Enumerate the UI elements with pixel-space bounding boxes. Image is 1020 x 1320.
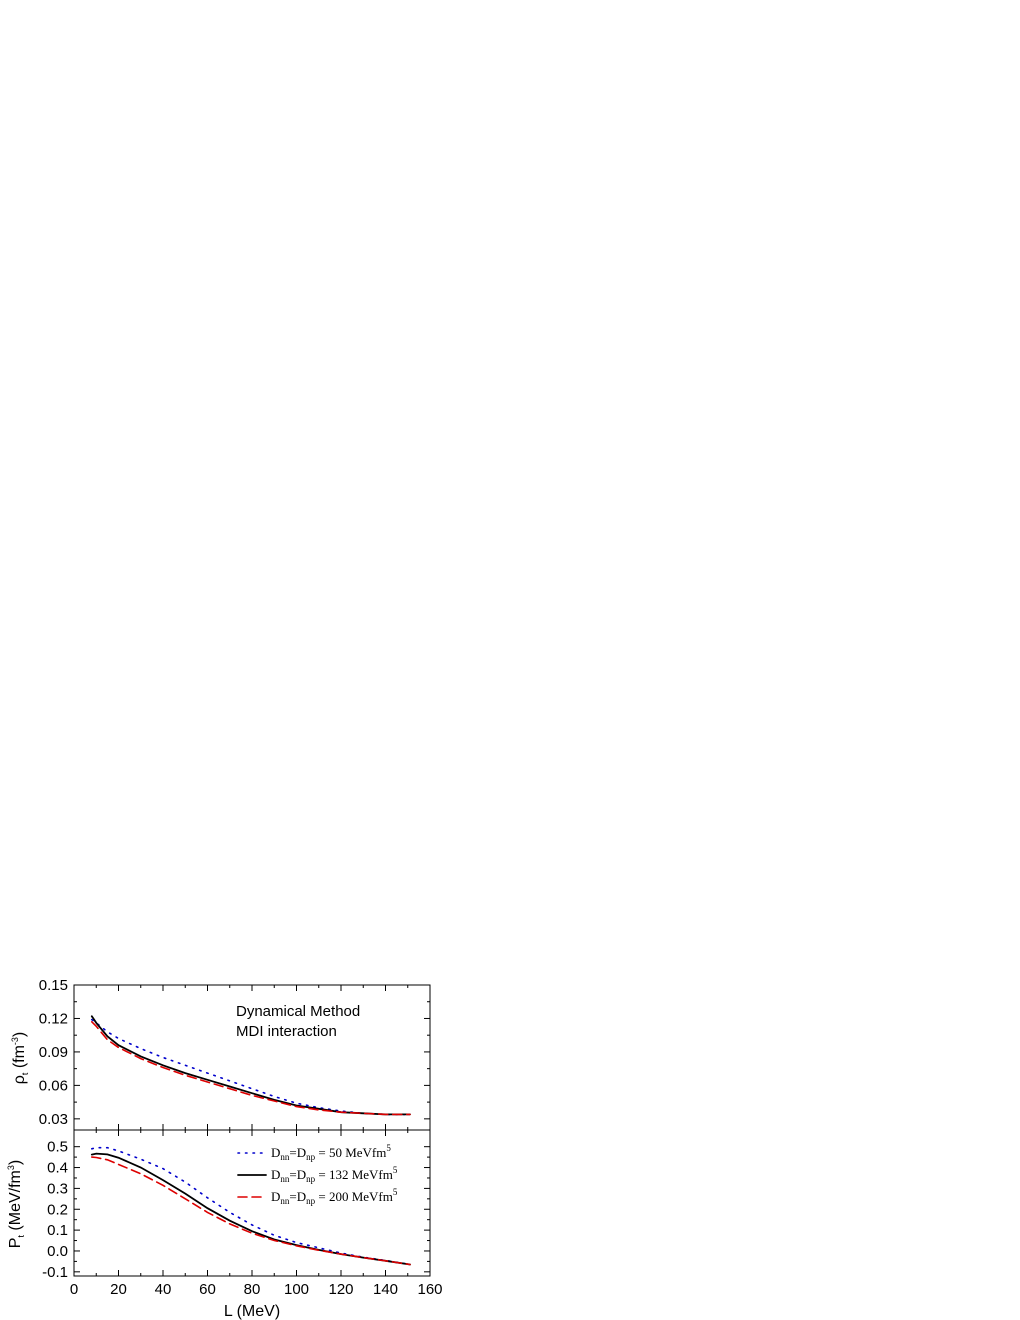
top-ytick-label: 0.03 bbox=[39, 1111, 68, 1128]
top-curves bbox=[90, 1015, 411, 1116]
xtick-label: 100 bbox=[284, 1281, 309, 1298]
top-y-axis-title: ρt (fm-3) bbox=[10, 1032, 30, 1085]
bottom-ytick-label: 0.0 bbox=[47, 1243, 68, 1260]
bottom-curves bbox=[90, 1146, 411, 1266]
top-ytick-label: 0.15 bbox=[39, 977, 68, 994]
top-series-solid-line bbox=[90, 1015, 411, 1116]
top-panel: 0.03 0.06 0.09 0.12 0.15 Dynamical Method MD… bbox=[10, 977, 431, 1131]
legend-label-solid: Dnn=Dnp = 132 MeVfm5 bbox=[271, 1165, 398, 1184]
xtick-label: 20 bbox=[110, 1281, 127, 1298]
annotation-method: Dynamical Method bbox=[236, 1003, 360, 1020]
top-ytick-label: 0.06 bbox=[39, 1077, 68, 1094]
xtick-label: 0 bbox=[70, 1281, 78, 1298]
bottom-series-dotted-line bbox=[91, 1146, 411, 1266]
bottom-ytick-label: 0.5 bbox=[47, 1139, 68, 1156]
top-series-dashed-line bbox=[91, 1020, 411, 1116]
xtick-label: 40 bbox=[155, 1281, 172, 1298]
xtick-label: 120 bbox=[328, 1281, 353, 1298]
bottom-ytick-label: 0.1 bbox=[47, 1222, 68, 1239]
annotation-interaction: MDI interaction bbox=[236, 1023, 337, 1040]
xtick-label: 160 bbox=[417, 1281, 442, 1298]
xtick-label: 80 bbox=[244, 1281, 261, 1298]
x-axis-title: L (MeV) bbox=[224, 1303, 280, 1320]
bottom-ytick-label: 0.3 bbox=[47, 1180, 68, 1197]
legend-label-dotted: Dnn=Dnp = 50 MeVfm5 bbox=[271, 1143, 391, 1162]
bottom-ytick-label: -0.1 bbox=[42, 1264, 68, 1281]
xtick-label: 140 bbox=[373, 1281, 398, 1298]
xtick-label: 60 bbox=[199, 1281, 216, 1298]
legend: Dnn=Dnp = 50 MeVfm5 Dnn=Dnp = 132 MeVfm5 D… bbox=[237, 1143, 398, 1206]
legend-label-dashed: Dnn=Dnp = 200 MeVfm5 bbox=[271, 1187, 398, 1206]
bottom-y-axis-title: Pt (MeV/fm3) bbox=[6, 1160, 26, 1248]
bottom-panel: -0.1 0.0 0.1 0.2 0.3 0.4 0.5 0 20 40 60 80 100 120 140… bbox=[6, 1129, 443, 1320]
bottom-series-dashed-line bbox=[91, 1156, 411, 1266]
top-ytick-label: 0.09 bbox=[39, 1044, 68, 1061]
top-series-dotted-line bbox=[91, 1018, 411, 1116]
top-ytick-label: 0.12 bbox=[39, 1010, 68, 1027]
bottom-series-solid-line bbox=[90, 1152, 411, 1266]
top-ticks: 0.03 0.06 0.09 0.12 0.15 bbox=[39, 977, 431, 1130]
bottom-ytick-label: 0.2 bbox=[47, 1201, 68, 1218]
bottom-ytick-label: 0.4 bbox=[47, 1160, 68, 1177]
bottom-ticks: -0.1 0.0 0.1 0.2 0.3 0.4 0.5 0 20 40 60 80 100 120 140… bbox=[42, 1130, 443, 1298]
